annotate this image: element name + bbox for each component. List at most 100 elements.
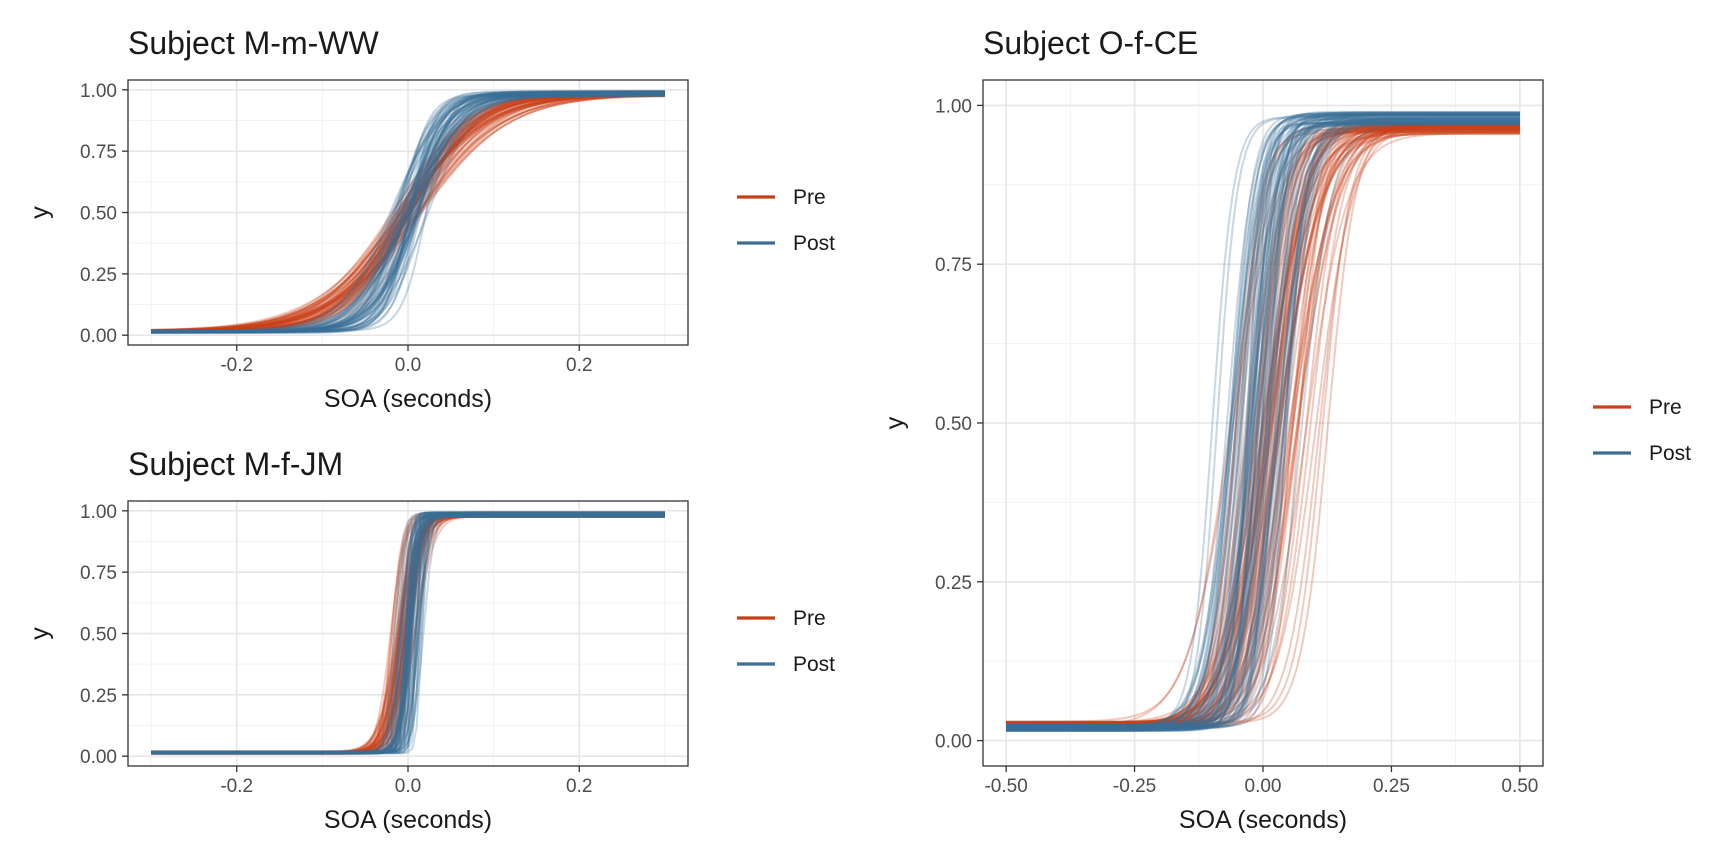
curve-post [151, 515, 665, 754]
curve-post [151, 513, 665, 754]
y-axis: 0.00 0.25 0.50 0.75 1.00 [935, 96, 983, 753]
y-tick-label: 0.25 [80, 265, 117, 286]
curve-post [1006, 117, 1520, 732]
curve-post [151, 94, 665, 334]
curve-pre [151, 92, 665, 333]
curve-post [151, 93, 665, 333]
chart-title: Subject M-f-JM [128, 446, 343, 482]
curve-post [151, 511, 665, 755]
curve-pre [151, 92, 665, 333]
curve-post [151, 513, 665, 755]
curve-pre [151, 515, 665, 755]
curve-pre [1006, 131, 1520, 728]
x-tick-label: 0.2 [566, 776, 592, 797]
y-axis: 0.00 0.25 0.50 0.75 1.00 [80, 502, 128, 768]
curve-pre [151, 93, 665, 332]
curve-pre [151, 93, 665, 334]
curve-post [1006, 117, 1520, 729]
curve-pre [1006, 122, 1520, 725]
curve-post [151, 93, 665, 334]
curve-post [1006, 118, 1520, 729]
curve-post [151, 515, 665, 755]
curve-post [1006, 121, 1520, 729]
curve-post [1006, 113, 1520, 731]
curve-post [151, 93, 665, 332]
curve-pre [151, 92, 665, 332]
curve-pre [151, 513, 665, 754]
curve-post [151, 92, 665, 333]
curve-pre [151, 515, 665, 755]
curve-post [151, 93, 665, 334]
x-tick-label: 0.50 [1501, 776, 1538, 797]
curve-pre [1006, 129, 1520, 729]
curve-pre [151, 513, 665, 754]
curve-post [151, 511, 665, 754]
curve-pre [151, 512, 665, 755]
curve-post [151, 91, 665, 333]
curve-pre [1006, 130, 1520, 723]
curve-pre [151, 511, 665, 754]
curves [1006, 110, 1520, 733]
legend-label-pre: Pre [793, 607, 826, 630]
curve-pre [1006, 124, 1520, 729]
curve-post [1006, 122, 1520, 727]
curve-post [1006, 113, 1520, 726]
curve-pre [151, 515, 665, 755]
curve-pre [151, 512, 665, 754]
curve-pre [1006, 125, 1520, 725]
y-axis-label: y [881, 416, 909, 429]
curve-pre [151, 91, 665, 333]
curve-pre [151, 511, 665, 754]
curve-post [151, 514, 665, 754]
curve-pre [1006, 120, 1520, 726]
curve-pre [151, 515, 665, 755]
y-axis-label: y [26, 627, 54, 640]
curve-post [151, 92, 665, 332]
curve-post [151, 515, 665, 754]
curve-pre [151, 93, 665, 333]
x-tick-label: -0.2 [220, 355, 253, 376]
curve-pre [1006, 130, 1520, 728]
curve-post [1006, 121, 1520, 732]
curve-post [151, 511, 665, 754]
curve-pre [151, 514, 665, 754]
curve-pre [1006, 122, 1520, 724]
curve-post [151, 514, 665, 754]
curve-post [1006, 113, 1520, 726]
curve-pre [1006, 124, 1520, 724]
curve-post [151, 94, 665, 332]
curve-pre [1006, 130, 1520, 729]
curve-post [1006, 112, 1520, 730]
curve-post [151, 515, 665, 755]
y-tick-label: 0.75 [80, 563, 117, 584]
curve-post [151, 515, 665, 755]
curve-post [1006, 115, 1520, 728]
curve-pre [1006, 130, 1520, 724]
y-tick-label: 0.25 [935, 573, 972, 594]
curve-post [1006, 117, 1520, 730]
curve-post [151, 91, 665, 334]
curve-post [151, 93, 665, 333]
curve-pre [1006, 127, 1520, 729]
curve-post [1006, 114, 1520, 726]
curve-pre [1006, 126, 1520, 729]
x-axis: -0.2 0.0 0.2 [220, 766, 592, 797]
curve-pre [1006, 123, 1520, 724]
curve-post [1006, 122, 1520, 727]
curve-pre [1006, 122, 1520, 728]
curve-post [151, 93, 665, 333]
curve-post [151, 511, 665, 753]
curve-post [151, 514, 665, 753]
curve-post [151, 514, 665, 755]
curve-pre [151, 514, 665, 754]
series-pre [151, 511, 665, 755]
curve-pre [151, 512, 665, 755]
curve-pre [151, 515, 665, 754]
curve-pre [151, 93, 665, 332]
curve-post [1006, 113, 1520, 727]
curve-pre [151, 91, 665, 332]
curve-pre [151, 512, 665, 755]
curve-pre [151, 94, 665, 334]
curve-pre [1006, 125, 1520, 727]
curve-pre [151, 512, 665, 755]
